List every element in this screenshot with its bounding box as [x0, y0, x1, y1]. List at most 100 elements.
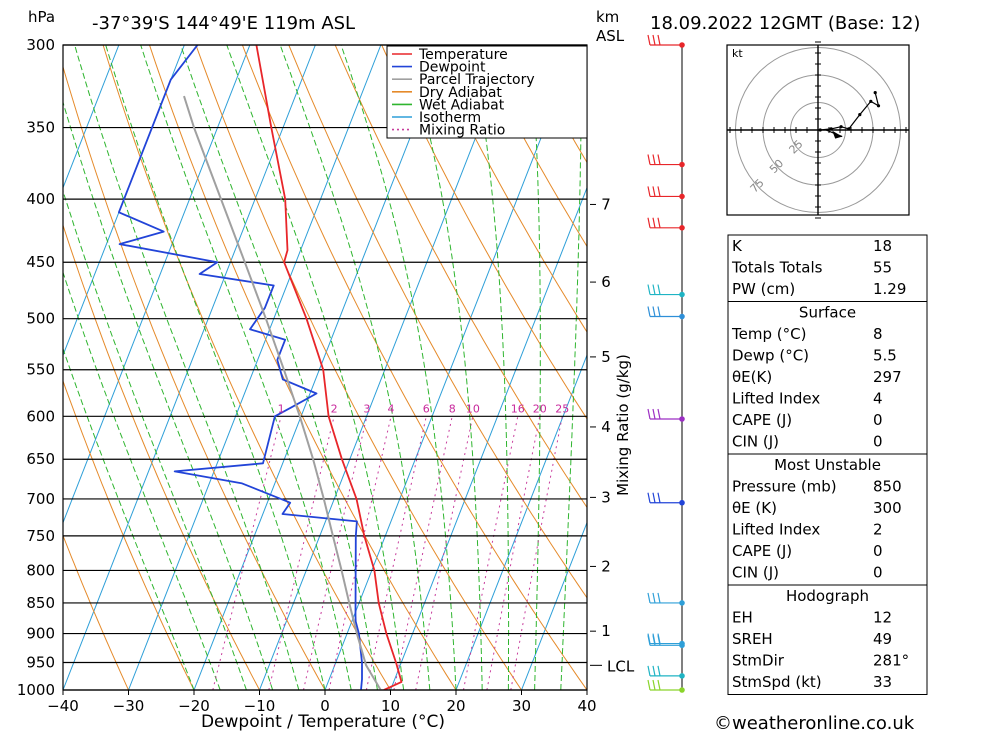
x-axis-label: Dewpoint / Temperature (°C)	[201, 712, 445, 732]
wind-barb-dot	[679, 42, 685, 48]
index-label: Lifted Index	[732, 390, 820, 408]
wet-adiabat-line	[105, 45, 326, 690]
index-label: SREH	[732, 630, 773, 648]
height-tick-label: 5	[601, 348, 611, 366]
dry-adiabat-line	[474, 45, 587, 248]
dry-adiabat-line	[427, 45, 587, 333]
pressure-tick-label: 500	[26, 310, 55, 328]
mixing-ratio-tick-label: 2	[331, 402, 338, 415]
location-title: -37°39'S 144°49'E 119m ASL	[92, 13, 355, 34]
wind-barb	[647, 284, 685, 298]
legend-label: Dry Adiabat	[419, 85, 502, 101]
temperature-tick-label: −10	[244, 697, 276, 715]
index-section-title: Surface	[799, 304, 856, 322]
pressure-tick-label: 850	[26, 594, 55, 612]
isotherm-line	[390, 186, 587, 690]
isotherm-line	[193, 45, 447, 690]
pressure-tick-label: 300	[26, 36, 55, 54]
index-label: Totals Totals	[731, 259, 823, 277]
wind-barb-dot	[679, 225, 685, 231]
wind-barb	[647, 186, 685, 200]
index-label: K	[732, 237, 743, 255]
dewpoint-line	[118, 45, 363, 690]
wind-barb-dot	[679, 291, 685, 298]
profiles	[118, 45, 403, 690]
index-value: 8	[873, 325, 883, 343]
index-label: CAPE (J)	[732, 411, 792, 429]
copyright: ©weatheronline.co.uk	[714, 713, 915, 733]
pressure-tick-label: 450	[26, 253, 55, 271]
wind-barb	[647, 154, 685, 168]
indices-tables: K 18 Totals Totals 55 PW (cm) 1.29 Surface Temp…	[727, 234, 928, 695]
temperature-axis: −40 −30 −20 −10 0 10 20 30 40	[47, 690, 597, 715]
dry-adiabat-line	[63, 534, 129, 690]
wind-barb-dot	[679, 313, 685, 320]
index-label: StmDir	[732, 652, 785, 670]
pressure-unit-label: hPa	[28, 8, 55, 26]
wet-adiabat-line	[560, 45, 582, 690]
index-label: CIN (J)	[732, 564, 779, 582]
temperature-tick-label: −40	[47, 697, 79, 715]
pressure-tick-label: 950	[26, 654, 55, 672]
index-value: 12	[873, 609, 892, 627]
pressure-tick-label: 900	[26, 625, 55, 643]
isotherm-line	[63, 45, 120, 190]
height-tick-label: 4	[601, 418, 611, 436]
wet-adiabat-line	[406, 45, 483, 690]
asl-label: ASL	[596, 27, 625, 45]
mixing-ratio-tick-label: 10	[466, 402, 480, 415]
pressure-tick-label: 650	[26, 450, 55, 468]
mixing-ratio-line	[365, 416, 427, 690]
index-label: Lifted Index	[732, 521, 820, 539]
mixing-ratio-line	[212, 416, 282, 690]
hodograph-point	[839, 125, 843, 129]
index-value: 0	[873, 433, 883, 451]
legend-label: Parcel Trajectory	[419, 72, 535, 88]
legend-label: Wet Adiabat	[419, 97, 505, 113]
index-label: StmSpd (kt)	[732, 673, 822, 691]
isotherm-line	[521, 521, 587, 690]
mixing-ratio-line	[268, 416, 335, 690]
index-label: PW (cm)	[732, 280, 795, 298]
isotherm-line	[455, 353, 587, 690]
isotherm-line	[324, 45, 578, 690]
legend-label: Mixing Ratio	[419, 123, 505, 139]
wet-adiabat-line	[74, 45, 300, 690]
index-label: Pressure (mb)	[732, 478, 837, 496]
plot-frame	[62, 44, 588, 691]
height-tick-label: 1	[601, 622, 611, 640]
index-section-title: Hodograph	[786, 587, 869, 605]
index-value: 2	[873, 521, 883, 539]
isotherm-line	[259, 45, 513, 690]
wind-barb	[647, 306, 685, 320]
mixing-ratio-tick-label: 4	[388, 402, 395, 415]
hodograph-point	[876, 104, 881, 108]
index-value: 1.29	[873, 280, 906, 298]
height-tick-label: 7	[601, 195, 611, 213]
height-tick-label: 6	[601, 273, 611, 291]
wet-adiabat-line	[340, 45, 457, 690]
wind-barb	[647, 592, 685, 606]
index-value: 850	[873, 478, 902, 496]
pressure-tick-label: 600	[26, 407, 55, 425]
hodograph-point	[873, 91, 877, 95]
wind-barb	[647, 679, 685, 693]
mixing-ratio-axis-label: Mixing Ratio (g/kg)	[614, 354, 632, 496]
wind-barb	[647, 665, 685, 679]
index-value: 0	[873, 411, 883, 429]
mixing-ratio-tick-label: 16	[511, 402, 525, 415]
index-value: 0	[873, 564, 883, 582]
index-value: 300	[873, 499, 902, 517]
index-value: 0	[873, 542, 883, 560]
hodograph-point	[829, 127, 833, 131]
mixing-ratio-line	[415, 416, 474, 690]
parcel-trajectory-line	[183, 95, 382, 690]
index-label: Temp (°C)	[731, 325, 806, 343]
hodograph-point	[869, 99, 873, 103]
isotherm-line	[128, 45, 382, 690]
temperature-tick-label: 0	[320, 697, 330, 715]
dry-adiabat-line	[149, 45, 457, 690]
hodograph-point	[818, 128, 822, 132]
mixing-ratio-tick-label: 8	[449, 402, 456, 415]
height-tick-label: 3	[601, 488, 611, 506]
